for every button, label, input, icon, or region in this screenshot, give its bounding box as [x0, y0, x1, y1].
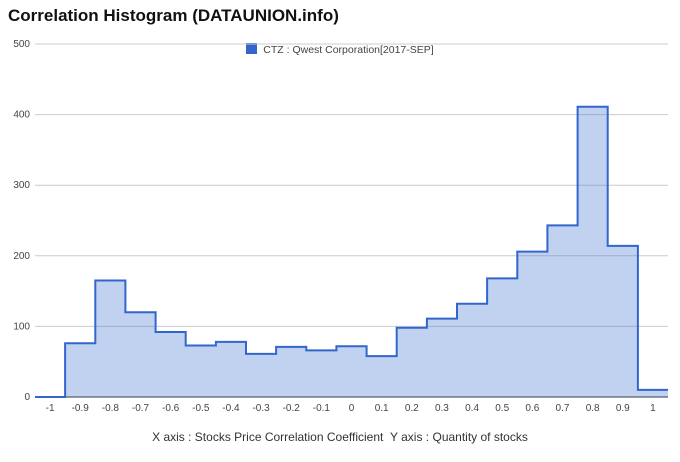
histogram-bin[interactable] [547, 225, 577, 397]
y-axis-label: Y axis : Quantity of stocks [390, 430, 528, 444]
x-tick-label: -0.8 [102, 403, 120, 414]
y-tick-label: 500 [13, 39, 30, 50]
series-area-fill [35, 106, 668, 398]
histogram-bin[interactable] [125, 312, 155, 397]
y-tick-label: 0 [24, 392, 30, 403]
x-tick-label: -0.2 [283, 403, 301, 414]
x-axis-ticks: -1 -0.9 -0.8 -0.7 -0.6 -0.5 -0.4 -0.3 -0.2 -0.1 0 0… [46, 403, 657, 414]
legend-swatch [246, 43, 258, 54]
legend-label: CTZ : Qwest Corporation[2017-SEP] [263, 44, 434, 56]
x-tick-label: -0.6 [162, 403, 180, 414]
chart-title: Correlation Histogram (DATAUNION.info) [8, 6, 339, 25]
y-tick-label: 200 [13, 251, 30, 262]
x-tick-label: -0.1 [313, 403, 331, 414]
x-tick-label: 0.3 [435, 403, 449, 414]
x-tick-label: 0.5 [495, 403, 509, 414]
x-tick-label: 0.4 [465, 403, 479, 414]
chart-legend[interactable]: CTZ : Qwest Corporation[2017-SEP] [0, 43, 680, 56]
y-tick-label: 300 [13, 180, 30, 191]
y-tick-label: 100 [13, 321, 30, 332]
histogram-bin[interactable] [186, 345, 216, 397]
x-tick-label: 0.8 [586, 403, 600, 414]
axis-caption: X axis : Stocks Price Correlation Coeffi… [0, 430, 680, 444]
histogram-bin[interactable] [638, 390, 668, 397]
grid-lines [35, 43, 668, 398]
histogram-bin[interactable] [156, 332, 186, 397]
x-tick-label: 0.1 [375, 403, 389, 414]
series-area [35, 105, 668, 398]
histogram-bin[interactable] [367, 356, 397, 397]
histogram-bin[interactable] [65, 343, 95, 397]
y-axis-ticks: 0 100 200 300 400 500 [13, 39, 30, 403]
x-tick-label: 1 [650, 403, 656, 414]
histogram-bin[interactable] [306, 350, 336, 397]
histogram-bin[interactable] [336, 346, 366, 397]
x-tick-label: -0.7 [132, 403, 150, 414]
x-tick-label: -1 [46, 403, 55, 414]
x-tick-label: -0.3 [252, 403, 270, 414]
histogram-bin[interactable] [427, 319, 457, 397]
histogram-bin[interactable] [487, 278, 517, 397]
histogram-bin[interactable] [216, 342, 246, 397]
histogram-bin[interactable] [517, 252, 547, 397]
histogram-bin[interactable] [608, 246, 638, 397]
x-tick-label: 0 [349, 403, 355, 414]
x-tick-label: 0.6 [525, 403, 539, 414]
x-tick-label: -0.4 [222, 403, 240, 414]
series-line [35, 105, 668, 398]
histogram-bin[interactable] [457, 304, 487, 397]
x-tick-label: -0.9 [72, 403, 90, 414]
histogram-bin[interactable] [397, 328, 427, 397]
histogram-bin[interactable] [578, 107, 608, 397]
histogram-bin[interactable] [95, 281, 125, 397]
histogram-bin[interactable] [276, 347, 306, 397]
x-tick-label: 0.7 [556, 403, 570, 414]
x-axis-label: X axis : Stocks Price Correlation Coeffi… [152, 430, 384, 444]
x-tick-label: -0.5 [192, 403, 210, 414]
x-tick-label: 0.2 [405, 403, 419, 414]
y-tick-label: 400 [13, 110, 30, 121]
histogram-bin[interactable] [246, 354, 276, 397]
x-tick-label: 0.9 [616, 403, 630, 414]
